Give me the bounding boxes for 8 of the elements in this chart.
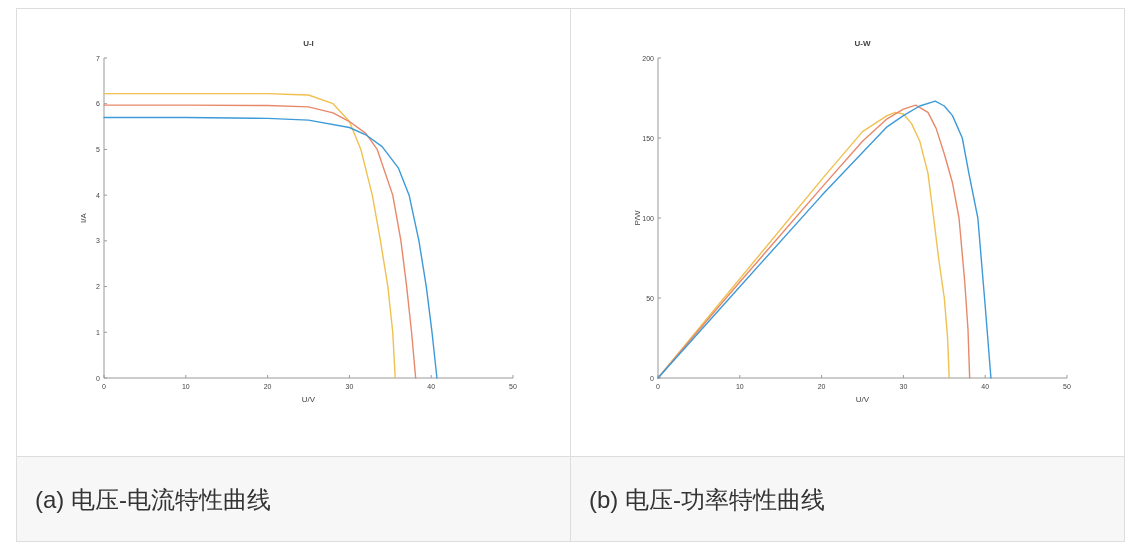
x-axis-title: U/V <box>855 395 870 404</box>
y-axis-title: I/A <box>79 212 88 223</box>
text: (b) 电压-功率特性曲线 <box>571 456 1124 541</box>
x-axis-title: U/V <box>301 395 316 404</box>
chart-title: U-I <box>303 39 314 48</box>
text: (a) 电压-电流特性曲线 <box>17 456 570 541</box>
y-axis-title: P/W <box>633 210 642 226</box>
chart-title: U-W <box>854 39 871 48</box>
